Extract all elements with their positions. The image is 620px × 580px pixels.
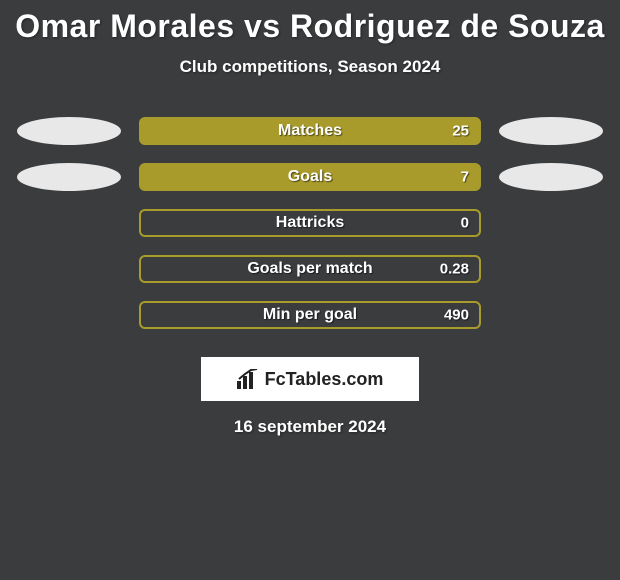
stat-bar: Goals 7 [139, 163, 481, 191]
stat-value: 7 [461, 169, 469, 186]
stat-row: Min per goal 490 [0, 301, 620, 329]
stat-label: Goals per match [247, 260, 372, 278]
stat-row: Goals 7 [0, 163, 620, 191]
subtitle: Club competitions, Season 2024 [0, 57, 620, 77]
stat-row: Matches 25 [0, 117, 620, 145]
source-logo: FcTables.com [201, 357, 419, 401]
stat-value: 0.28 [440, 261, 469, 278]
stat-label: Matches [278, 122, 342, 140]
player-right-ellipse [499, 163, 603, 191]
page-title: Omar Morales vs Rodriguez de Souza [0, 8, 620, 45]
date-text: 16 september 2024 [0, 417, 620, 437]
player-right-ellipse [499, 117, 603, 145]
stat-row: Hattricks 0 [0, 209, 620, 237]
chart-icon [237, 369, 259, 389]
stat-bar: Goals per match 0.28 [139, 255, 481, 283]
stat-value: 25 [452, 123, 469, 140]
stat-value: 490 [444, 307, 469, 324]
logo-text: FcTables.com [265, 369, 384, 390]
stat-label: Hattricks [276, 214, 344, 232]
stat-label: Min per goal [263, 306, 357, 324]
stats-list: Matches 25 Goals 7 Hattricks 0 Goals per match… [0, 117, 620, 329]
stat-bar: Hattricks 0 [139, 209, 481, 237]
stat-value: 0 [461, 215, 469, 232]
player-left-ellipse [17, 117, 121, 145]
stat-label: Goals [288, 168, 332, 186]
player-left-ellipse [17, 163, 121, 191]
stat-row: Goals per match 0.28 [0, 255, 620, 283]
stat-bar: Min per goal 490 [139, 301, 481, 329]
stat-bar: Matches 25 [139, 117, 481, 145]
